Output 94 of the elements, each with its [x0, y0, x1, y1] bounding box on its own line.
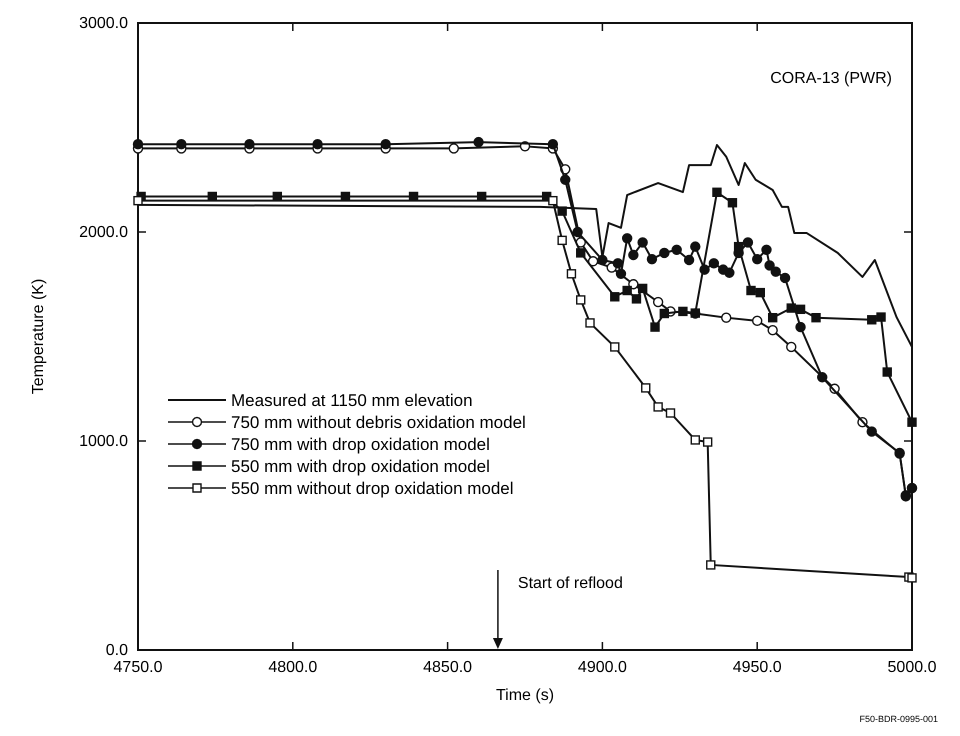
point — [752, 316, 762, 326]
point — [706, 560, 716, 570]
point — [786, 303, 796, 313]
point — [786, 342, 796, 352]
point — [646, 254, 658, 264]
point — [767, 325, 778, 336]
point — [907, 573, 917, 583]
point — [557, 206, 567, 216]
legend-label: 750 mm without debris oxidation model — [231, 413, 526, 432]
point — [742, 237, 754, 248]
point — [473, 136, 484, 148]
point — [867, 315, 876, 324]
point — [548, 139, 558, 150]
point — [678, 306, 688, 316]
annotation: CORA-13 (PWR) — [770, 70, 892, 87]
x-tick-label: 4750.0 — [114, 659, 163, 676]
point — [132, 139, 144, 150]
point — [653, 402, 663, 412]
point — [712, 188, 722, 197]
point — [650, 322, 660, 332]
point — [811, 312, 821, 322]
point — [612, 258, 624, 269]
point — [764, 260, 775, 271]
point — [652, 296, 664, 308]
x-tick-label: 5000.0 — [888, 659, 937, 676]
point — [576, 295, 586, 305]
point — [622, 233, 632, 244]
point — [721, 312, 732, 323]
point — [756, 288, 765, 298]
point — [622, 286, 632, 296]
point — [768, 312, 778, 322]
point — [610, 292, 620, 302]
legend-label: 750 mm with drop oxidation model — [231, 435, 490, 454]
point — [312, 139, 323, 150]
y-tick-label: 2000.0 — [79, 224, 128, 241]
legend-label: 550 mm with drop oxidation model — [231, 457, 490, 476]
point — [632, 294, 642, 304]
legend-label: 550 mm without drop oxidation model — [231, 479, 514, 498]
point — [817, 372, 828, 382]
point — [907, 417, 917, 427]
point — [761, 244, 772, 255]
point — [780, 272, 790, 284]
point — [176, 139, 187, 150]
point — [610, 342, 620, 352]
legend-label: Measured at 1150 mm elevation — [231, 391, 473, 410]
point — [585, 318, 595, 328]
point — [882, 367, 892, 377]
point — [702, 437, 712, 447]
point — [734, 242, 744, 252]
point — [752, 254, 762, 264]
text: F50-BDR-0995-001 — [859, 714, 938, 724]
point — [684, 254, 694, 266]
x-axis-title: Time (s) — [496, 687, 554, 704]
y-tick-label: 0.0 — [106, 642, 128, 659]
point — [660, 308, 670, 318]
point — [628, 279, 639, 290]
point — [628, 250, 639, 260]
x-tick-label: 4800.0 — [268, 659, 318, 676]
point — [576, 248, 586, 258]
point — [796, 304, 806, 314]
point — [708, 258, 720, 269]
point — [637, 237, 648, 248]
point — [728, 198, 738, 208]
point — [597, 254, 608, 266]
point — [690, 435, 700, 445]
point — [566, 269, 576, 278]
point — [866, 426, 877, 437]
point — [795, 322, 806, 332]
x-tick-label: 4850.0 — [423, 659, 472, 676]
point — [133, 196, 143, 206]
x-tick-label: 4950.0 — [732, 659, 782, 676]
point — [244, 139, 255, 150]
point — [659, 248, 670, 258]
point — [448, 143, 459, 154]
point — [560, 174, 570, 185]
annotation: Start of reflood — [518, 575, 623, 592]
point — [557, 236, 567, 246]
point — [380, 139, 391, 150]
point — [746, 286, 756, 296]
point — [641, 383, 650, 393]
point — [548, 196, 558, 206]
point — [876, 312, 886, 322]
point — [672, 244, 682, 255]
y-axis-title: Temperature (K) — [30, 278, 47, 394]
point — [770, 266, 781, 277]
point — [572, 226, 583, 238]
point — [616, 268, 626, 279]
y-tick-label: 1000.0 — [79, 433, 128, 450]
x-tick-label: 4900.0 — [578, 659, 627, 676]
point — [724, 268, 735, 278]
point — [690, 241, 700, 252]
point — [666, 408, 676, 418]
point — [638, 284, 648, 294]
y-tick-label: 3000.0 — [79, 15, 128, 32]
